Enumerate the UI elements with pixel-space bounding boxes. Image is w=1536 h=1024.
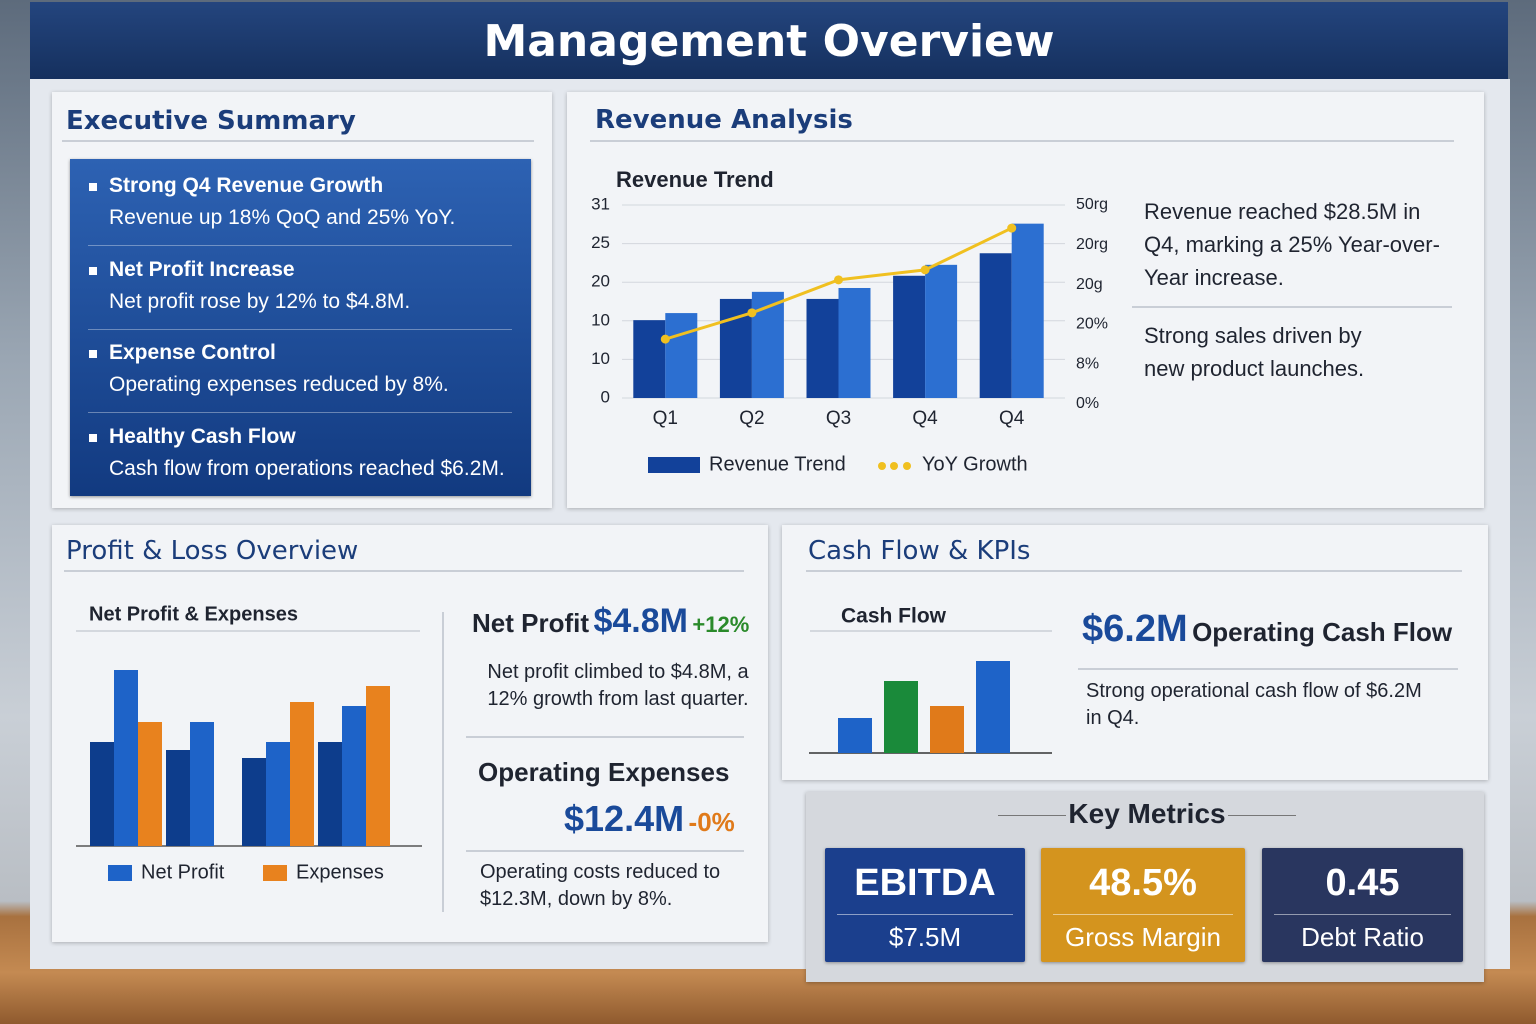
page-title: Management Overview: [483, 16, 1055, 67]
divider: [88, 245, 512, 246]
metric-value: $12.4M: [564, 798, 685, 839]
expenses-row: $12.4M -0%: [564, 798, 735, 840]
item-text: Revenue up 18% QoQ and 25% YoY.: [109, 206, 456, 229]
metric-tile: 48.5% Gross Margin: [1041, 848, 1245, 962]
bullet: [89, 433, 97, 442]
divider: [998, 815, 1066, 816]
metric-tile: EBITDA $7.5M: [825, 848, 1025, 962]
metric-label: Operating Cash Flow: [1192, 617, 1453, 647]
revenue-card: [567, 92, 1484, 508]
divider: [1274, 914, 1451, 915]
revenue-note: Revenue reached $28.5M in Q4, marking a …: [1144, 199, 1440, 290]
divider: [1078, 668, 1458, 670]
section-title: Profit & Loss Overview: [66, 536, 359, 566]
bullet: [89, 183, 97, 191]
tile-label: $7.5M: [888, 922, 962, 952]
header: Management Overview: [30, 2, 1508, 79]
item-heading: Expense Control: [109, 341, 276, 364]
item-heading: Net Profit Increase: [109, 257, 295, 281]
cash-headline: $6.2M Operating Cash Flow: [1082, 608, 1452, 651]
divider: [466, 850, 744, 852]
divider: [837, 914, 1013, 915]
divider: [590, 140, 1454, 142]
revenue-note: Strong sales driven by new product launc…: [1144, 323, 1365, 381]
tile-label: Debt Ratio: [1301, 922, 1424, 952]
divider: [62, 140, 534, 142]
metric-label: Operating Expenses: [478, 757, 730, 787]
bullet: [89, 350, 97, 358]
divider: [466, 736, 744, 738]
metric-value: $4.8M: [593, 602, 688, 640]
divider: [1132, 306, 1452, 308]
item-heading: Healthy Cash Flow: [109, 424, 296, 448]
divider: [64, 570, 744, 572]
metric-text: Net profit climbed to $4.8M, a 12% growt…: [487, 661, 749, 710]
item-text: Net profit rose by 12% to $4.8M.: [109, 289, 411, 313]
net-profit-row: Net Profit $4.8M +12%: [472, 602, 749, 641]
divider: [88, 328, 512, 330]
divider: [1228, 815, 1296, 816]
metric-text: Strong operational cash flow of $6.2M in…: [1086, 680, 1422, 729]
tile-value: 0.45: [1325, 862, 1400, 904]
item-text: Operating expenses reduced by 8%.: [109, 373, 449, 396]
section-title: Cash Flow & KPIs: [808, 536, 1031, 566]
metric-text: Operating costs reduced to $12.3M, down …: [480, 861, 721, 910]
key-metrics-title: Key Metrics: [1068, 798, 1226, 829]
section-title: Executive Summary: [66, 106, 356, 136]
bullet: [89, 266, 97, 275]
section-title: Revenue Analysis: [595, 105, 853, 135]
item-text: Cash flow from operations reached $6.2M.: [109, 456, 505, 480]
tile-label: Gross Margin: [1064, 922, 1222, 952]
profit-loss-card: [52, 525, 768, 942]
tile-value: EBITDA: [854, 862, 996, 904]
divider: [442, 612, 444, 912]
divider: [806, 570, 1462, 572]
summary-box: [70, 159, 531, 496]
metric-tile: 0.45 Debt Ratio: [1262, 848, 1463, 962]
metric-change: +12%: [692, 612, 750, 637]
metric-label: Net Profit: [472, 608, 589, 638]
metric-change: -0%: [688, 807, 735, 837]
item-heading: Strong Q4 Revenue Growth: [109, 174, 384, 197]
divider: [88, 412, 512, 413]
metric-value: $6.2M: [1082, 608, 1188, 650]
divider: [1053, 914, 1233, 915]
tile-value: 48.5%: [1089, 862, 1197, 904]
